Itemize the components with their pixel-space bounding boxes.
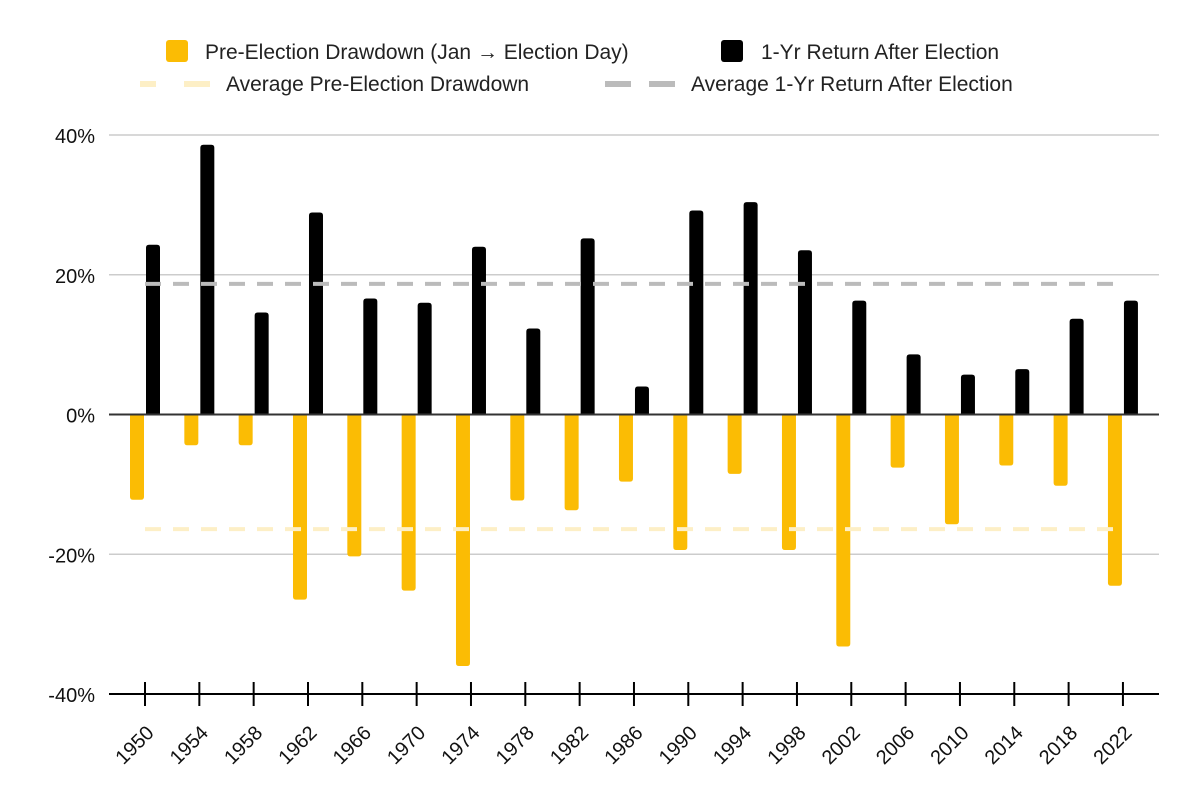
bar-return [254, 312, 269, 415]
x-tick-label: 2006 [872, 722, 919, 769]
legend-swatch-avg-return [605, 81, 675, 87]
x-tick-label: 1966 [329, 722, 376, 769]
bar-return [906, 354, 921, 415]
reference-lines [145, 281, 1114, 532]
x-tick-label: 1986 [600, 722, 647, 769]
bar-drawdown [1107, 414, 1122, 586]
y-tick-label: -40% [48, 685, 95, 707]
bar-drawdown [510, 414, 525, 501]
bar-return [852, 300, 867, 415]
bar-return [797, 250, 812, 415]
legend: Pre-Election Drawdown (Jan → Election Da… [140, 40, 1013, 96]
bar-return [526, 328, 541, 415]
y-axis-labels: 40% 20% 0% -20% -40% [48, 126, 95, 707]
bar-drawdown [184, 414, 199, 446]
bar-drawdown [292, 414, 307, 600]
legend-label-drawdown: Pre-Election Drawdown (Jan → Election Da… [205, 41, 629, 64]
bar-return [580, 238, 595, 415]
x-tick-label: 2018 [1035, 722, 1082, 769]
bar-drawdown [999, 414, 1014, 466]
bar-drawdown [944, 414, 959, 525]
bar-drawdown [890, 414, 905, 468]
x-tick-label: 1998 [763, 722, 810, 769]
bar-drawdown [564, 414, 579, 511]
bar-return [471, 246, 486, 415]
y-tick-label: 0% [66, 406, 95, 428]
legend-label-avg-return: Average 1-Yr Return After Election [691, 73, 1013, 96]
x-tick-label: 1990 [655, 722, 702, 769]
bar-return [634, 386, 649, 415]
bar-drawdown [401, 414, 416, 591]
bar-drawdown [130, 414, 144, 500]
bar-return [308, 212, 323, 415]
bar-drawdown [673, 414, 688, 551]
bar-drawdown [727, 414, 742, 474]
x-axis: 1950 1954 1958 1962 1966 1970 1974 1978 1982 1986… [109, 682, 1159, 769]
y-tick-label: 20% [55, 266, 95, 288]
x-tick-label: 2010 [926, 722, 973, 769]
bar-drawdown [781, 414, 796, 551]
x-tick-label: 1978 [492, 722, 539, 769]
x-tick-label: 1994 [709, 722, 756, 769]
gridlines [109, 134, 1159, 555]
bar-drawdown [836, 414, 851, 647]
x-tick-label: 1950 [112, 722, 159, 769]
bar-drawdown [347, 414, 362, 557]
x-tick-label: 1958 [220, 722, 267, 769]
bar-drawdown [238, 414, 253, 446]
bar-return [363, 298, 378, 415]
bar-return [960, 374, 975, 415]
y-tick-label: 40% [55, 126, 95, 148]
legend-label-return: 1-Yr Return After Election [761, 41, 999, 64]
legend-label-avg-drawdown: Average Pre-Election Drawdown [226, 73, 529, 96]
legend-swatch-return [721, 40, 743, 62]
legend-swatch-drawdown [166, 40, 188, 62]
bars [109, 144, 1159, 667]
y-tick-label: -20% [48, 545, 95, 567]
x-tick-label: 1974 [437, 722, 484, 769]
bar-return [689, 210, 704, 415]
bar-drawdown [455, 414, 470, 667]
bar-return [1015, 369, 1030, 415]
bar-return [417, 302, 432, 415]
bar-drawdown [618, 414, 633, 482]
bar-drawdown [1053, 414, 1068, 486]
x-tick-label: 1954 [166, 722, 213, 769]
bar-return [1069, 318, 1084, 415]
bar-return [200, 144, 215, 415]
bar-return [1123, 300, 1138, 415]
x-tick-label: 2022 [1089, 722, 1136, 769]
x-tick-label: 2014 [981, 722, 1028, 769]
x-tick-label: 1982 [546, 722, 593, 769]
x-tick-label: 1970 [383, 722, 430, 769]
bar-return [146, 244, 160, 415]
x-tick-label: 1962 [275, 722, 322, 769]
bar-return [743, 202, 758, 415]
x-tick-label: 2002 [818, 722, 865, 769]
legend-swatch-avg-drawdown [140, 81, 210, 87]
